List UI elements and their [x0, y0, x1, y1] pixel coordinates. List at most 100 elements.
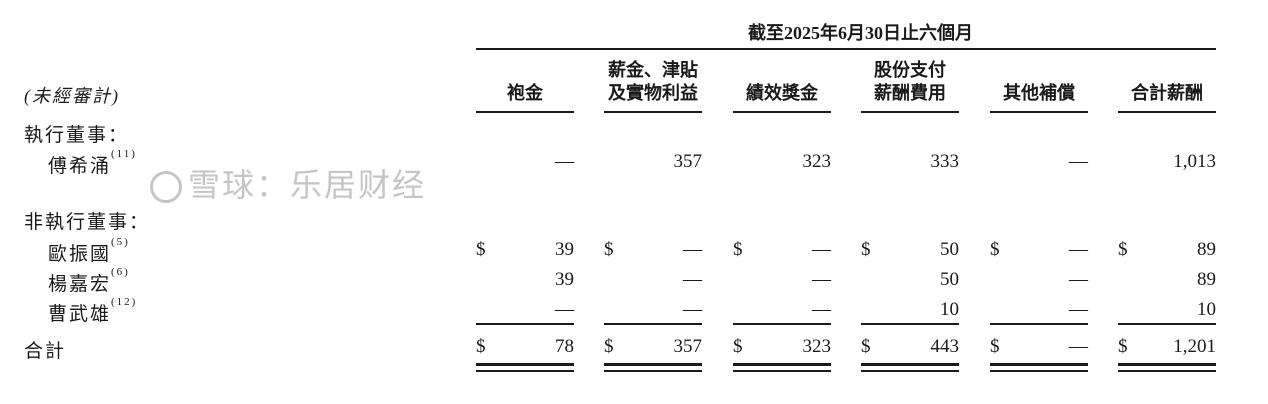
column-header: 袍金 [470, 82, 580, 105]
cell-value: — [683, 299, 702, 320]
total-double-rule [476, 363, 574, 366]
currency-symbol: $ [733, 239, 743, 260]
column-header-rule [1118, 111, 1216, 113]
total-double-rule [733, 363, 831, 366]
section-title: 執行董事： [24, 125, 130, 146]
period-header-rule [476, 48, 1216, 50]
cell-value: — [555, 299, 574, 320]
currency-symbol: $ [990, 336, 1000, 357]
total-double-rule [604, 363, 702, 366]
subtotal-rule [476, 323, 574, 325]
cell-value: — [1069, 239, 1088, 260]
cell-value: — [683, 269, 702, 290]
footnote-ref: (5) [111, 236, 130, 248]
cell-value: — [1069, 299, 1088, 320]
column-header-rule [733, 111, 831, 113]
currency-symbol: $ [861, 239, 871, 260]
currency-symbol: $ [1118, 239, 1128, 260]
cell-value: 323 [802, 151, 832, 172]
column-header: 股份支付 薪酬費用 [855, 59, 965, 105]
column-header-line: 其他補償 [1003, 83, 1075, 103]
cell-value: — [683, 239, 702, 260]
currency-symbol: $ [476, 336, 486, 357]
cell-value: — [812, 239, 831, 260]
column-header: 合計薪酬 [1112, 82, 1222, 105]
subtotal-rule [733, 323, 831, 325]
total-double-rule [1118, 363, 1216, 366]
column-header-line: 袍金 [507, 83, 543, 103]
subtotal-rule [861, 323, 959, 325]
total-value: 78 [555, 336, 574, 357]
cell-value: 39 [555, 269, 574, 290]
director-name: 歐振國(5) [48, 236, 130, 266]
column-header-rule [990, 111, 1088, 113]
subtotal-rule [1118, 323, 1216, 325]
subtotal-rule [990, 323, 1088, 325]
column-header-rule [476, 111, 574, 113]
period-header: 截至2025年6月30日止六個月 [748, 23, 973, 43]
total-double-rule [1118, 370, 1216, 372]
total-value: 443 [930, 336, 960, 357]
total-double-rule [990, 370, 1088, 372]
column-header-line: 薪金、津貼 [608, 60, 698, 80]
column-header-rule [861, 111, 959, 113]
director-name-text: 楊嘉宏 [48, 274, 112, 295]
footnote-ref: (11) [111, 148, 137, 160]
section-title: 非執行董事： [24, 212, 151, 233]
currency-symbol: $ [861, 336, 871, 357]
total-double-rule [990, 363, 1088, 366]
cell-value: 50 [940, 239, 959, 260]
total-label: 合計 [24, 341, 67, 362]
total-double-rule [476, 370, 574, 372]
column-header: 績效獎金 [727, 82, 837, 105]
currency-symbol: $ [604, 239, 614, 260]
total-double-rule [604, 370, 702, 372]
director-name-text: 曹武雄 [48, 304, 112, 325]
cell-value: 1,013 [1173, 151, 1216, 172]
footnote-ref: (12) [111, 296, 138, 308]
column-header-line: 及實物利益 [608, 83, 698, 103]
total-value: 357 [673, 336, 703, 357]
total-value: — [1069, 336, 1088, 357]
cell-value: 10 [1197, 299, 1216, 320]
currency-symbol: $ [476, 239, 486, 260]
snowball-logo-icon [150, 171, 182, 203]
currency-symbol: $ [1118, 336, 1128, 357]
column-header-line: 合計薪酬 [1131, 83, 1203, 103]
cell-value: — [812, 299, 831, 320]
unaudited-label: (未經審計) [24, 86, 120, 106]
total-double-rule [733, 370, 831, 372]
column-header-line: 薪酬費用 [874, 83, 946, 103]
cell-value: 357 [673, 151, 703, 172]
currency-symbol: $ [733, 336, 743, 357]
director-name: 曹武雄(12) [48, 296, 138, 326]
total-double-rule [861, 363, 959, 366]
director-name-text: 傅希涌 [48, 156, 112, 177]
footnote-ref: (6) [111, 266, 130, 278]
cell-value: — [1069, 151, 1088, 172]
cell-value: — [812, 269, 831, 290]
column-header-line: 績效獎金 [746, 83, 818, 103]
cell-value: 89 [1197, 239, 1216, 260]
total-value: 1,201 [1173, 336, 1216, 357]
column-header: 薪金、津貼及實物利益 [598, 59, 708, 105]
column-header-line: 股份支付 [874, 60, 946, 80]
currency-symbol: $ [990, 239, 1000, 260]
currency-symbol: $ [604, 336, 614, 357]
director-name: 楊嘉宏(6) [48, 266, 130, 296]
director-name-text: 歐振國 [48, 244, 112, 265]
cell-value: 10 [940, 299, 959, 320]
director-name: 傅希涌(11) [48, 148, 137, 178]
total-double-rule [861, 370, 959, 372]
watermark: 雪球：乐居财经 [150, 166, 426, 204]
watermark-text: 雪球：乐居财经 [188, 166, 427, 204]
cell-value: 39 [555, 239, 574, 260]
subtotal-rule [604, 323, 702, 325]
total-value: 323 [802, 336, 832, 357]
column-header-rule [604, 111, 702, 113]
cell-value: 333 [930, 151, 960, 172]
cell-value: — [555, 151, 574, 172]
cell-value: 89 [1197, 269, 1216, 290]
column-header: 其他補償 [984, 82, 1094, 105]
